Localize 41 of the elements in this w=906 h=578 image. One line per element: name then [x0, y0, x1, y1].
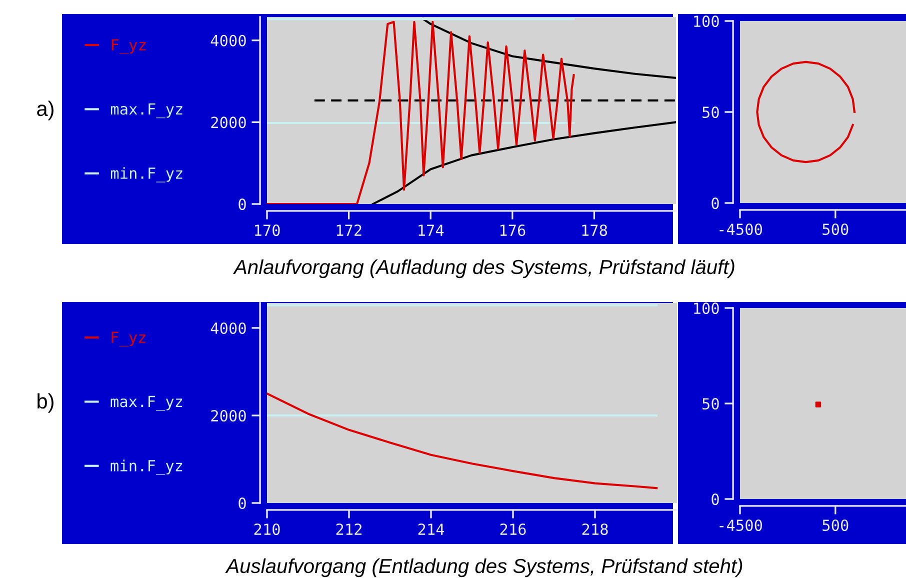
x-tick-label: 500 — [822, 519, 848, 532]
y-tick-label: 0 — [712, 198, 719, 210]
y-tick-label: 4000 — [210, 322, 246, 334]
legend-label: F_yz — [112, 39, 146, 54]
legend-label: min.F_yz — [110, 167, 182, 182]
legend-label: max.F_yz — [110, 103, 182, 118]
y-tick-label: 0 — [238, 498, 246, 510]
x-tick-label: 214 — [418, 523, 444, 535]
x-tick-label: 210 — [254, 523, 280, 536]
line-series — [267, 392, 658, 490]
y-tick-label: 100 — [694, 16, 719, 28]
x-tick-label: 178 — [582, 224, 608, 236]
x-tick-label: 218 — [582, 523, 608, 536]
line-series — [422, 18, 676, 80]
x-tick-label: -4500 — [720, 223, 762, 236]
legend-label: F_yz — [112, 332, 146, 346]
y-tick-label: 50 — [702, 106, 719, 118]
x-tick-label: 216 — [500, 523, 526, 536]
y-tick-label: 0 — [238, 198, 246, 210]
line-series — [267, 20, 575, 204]
x-tick-label: 172 — [336, 224, 362, 236]
y-tick-label: 2000 — [211, 116, 246, 128]
legend-label: max.F_yz — [110, 396, 182, 411]
y-tick-label: 100 — [694, 302, 719, 314]
text: b) — [38, 393, 54, 413]
x-tick-label: 170 — [255, 224, 280, 236]
text: Auslaufvorgang (Entladung des Systems, Prüfstand steht) — [225, 558, 742, 578]
text: a) — [37, 100, 54, 120]
y-tick-label: 50 — [702, 398, 719, 410]
x-tick-label: 176 — [500, 224, 526, 236]
x-tick-label: 174 — [418, 224, 444, 236]
y-tick-label: 4000 — [210, 34, 246, 46]
legend-label: min.F_yz — [110, 460, 182, 475]
text: Anlaufvorgang (Aufladung des Systems, Prüfstand läuft) — [232, 259, 734, 278]
line-series — [756, 60, 856, 164]
x-tick-label: 212 — [336, 523, 362, 535]
y-tick-label: 0 — [712, 494, 719, 506]
y-tick-label: 2000 — [211, 410, 246, 422]
x-tick-label: -4500 — [720, 519, 762, 532]
x-tick-label: 500 — [822, 223, 848, 236]
line-series — [372, 121, 676, 204]
